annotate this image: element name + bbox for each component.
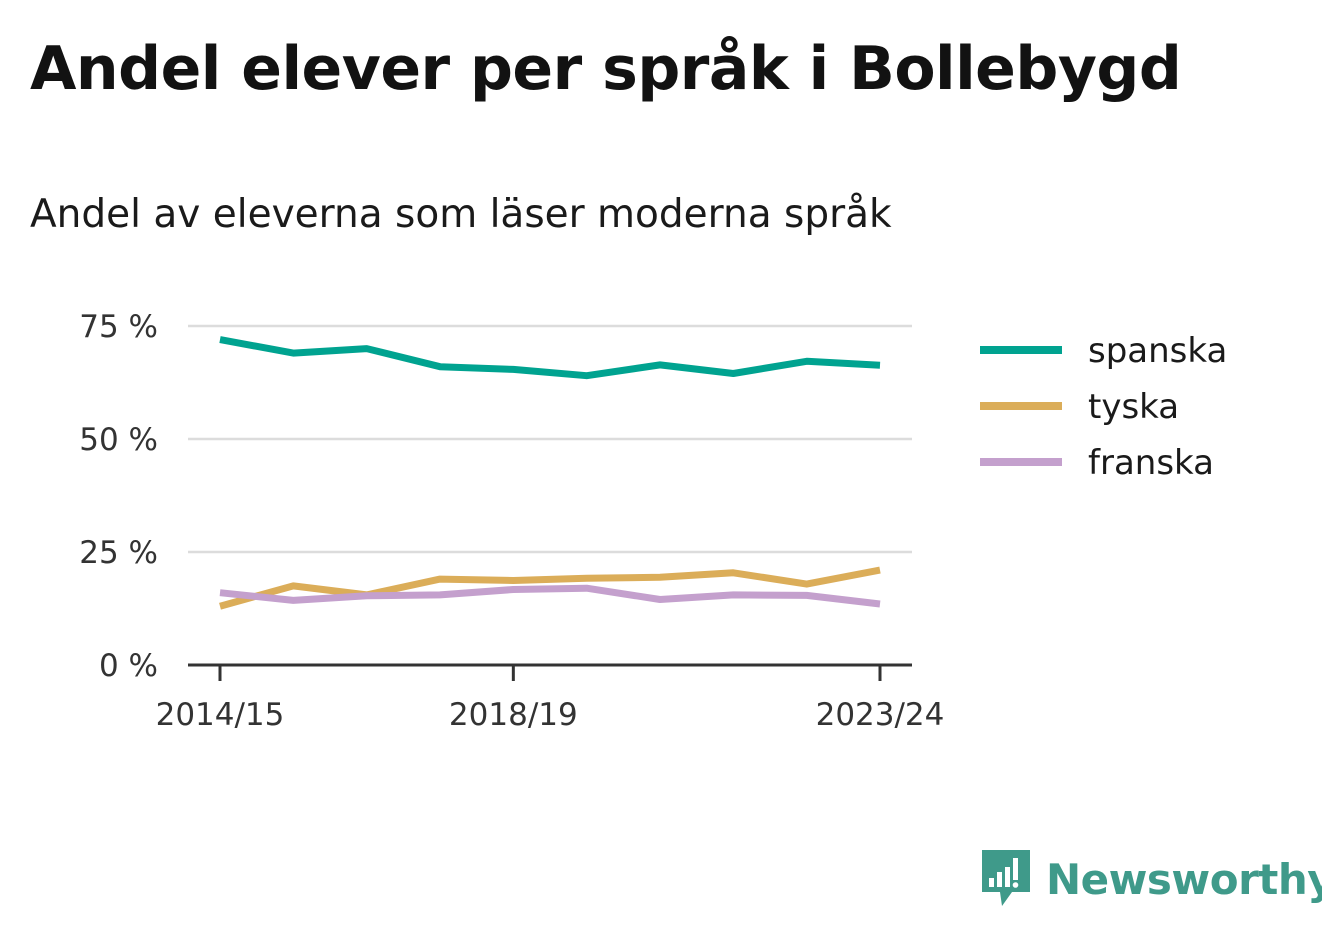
x-tick-label: 2023/24 <box>816 697 945 733</box>
series-line-franska <box>219 584 881 608</box>
series-line-spanska <box>219 336 881 380</box>
line-chart: 0 % 25 % 50 % 75 % 2014/15 2018/19 2023/24 sp… <box>79 309 1227 733</box>
x-tick-label: 2018/19 <box>449 697 578 733</box>
chart-subtitle: Andel av eleverna som läser moderna språ… <box>30 192 892 237</box>
legend-label-spanska: spanska <box>1088 331 1227 371</box>
y-tick-label: 50 % <box>79 422 158 458</box>
newsworthy-logo: Newsworthy <box>980 848 1322 910</box>
legend: spanska tyska franska <box>980 331 1227 483</box>
y-tick-label: 25 % <box>79 535 158 571</box>
series-line-tyska <box>219 566 881 610</box>
y-tick-label: 0 % <box>99 648 158 684</box>
chart-title: Andel elever per språk i Bollebygd <box>30 34 1182 104</box>
legend-label-tyska: tyska <box>1088 387 1179 427</box>
series-lines <box>219 336 881 610</box>
y-tick-label: 75 % <box>79 309 158 345</box>
legend-label-franska: franska <box>1088 443 1214 483</box>
bar-chart-speech-bubble-icon <box>982 850 1030 906</box>
y-axis-ticks: 0 % 25 % 50 % 75 % <box>79 309 158 684</box>
x-tick-label: 2014/15 <box>156 697 285 733</box>
grid-lines <box>188 324 912 554</box>
x-axis: 2014/15 2018/19 2023/24 <box>156 663 945 733</box>
brand-name: Newsworthy <box>1046 854 1322 904</box>
